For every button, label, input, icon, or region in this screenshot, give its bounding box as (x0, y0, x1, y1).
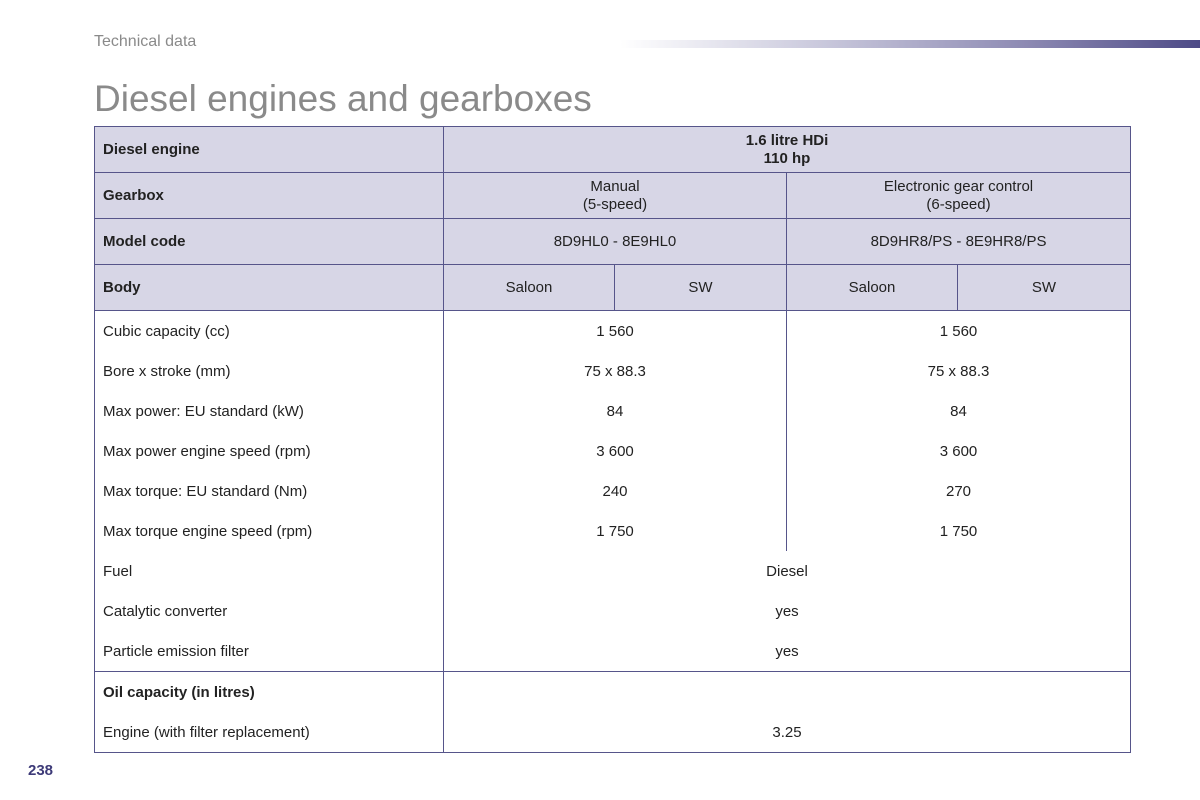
table-row: Max torque: EU standard (Nm) 240 270 (94, 471, 1132, 511)
value-cell: 75 x 88.3 (786, 351, 1132, 391)
table-row-oil-capacity: Oil capacity (in litres) (94, 671, 1132, 712)
body-cell: Saloon (443, 264, 615, 311)
model-code-egc: 8D9HR8/PS - 8E9HR8/PS (785, 218, 1132, 265)
value-cell: 1 750 (786, 511, 1132, 551)
value-cell: 270 (786, 471, 1132, 511)
row-label: Bore x stroke (mm) (94, 351, 444, 391)
shared-value-cell: Diesel (443, 551, 1132, 591)
row-label: Max torque: EU standard (Nm) (94, 471, 444, 511)
engine-name: 1.6 litre HDi (745, 131, 829, 149)
row-label-model-code: Model code (94, 218, 444, 265)
value-cell: 84 (786, 391, 1132, 431)
shared-value-cell: yes (443, 631, 1132, 672)
oil-capacity-empty-cell (443, 671, 1132, 712)
shared-value-cell: yes (443, 591, 1132, 631)
gearbox-manual-cell: Manual (5-speed) (443, 172, 787, 219)
row-label-oil-capacity: Oil capacity (in litres) (94, 671, 444, 712)
row-label: Max power: EU standard (kW) (94, 391, 444, 431)
table-row: Catalytic converter yes (94, 591, 1132, 631)
gearbox-egc-cell: Electronic gear control (6-speed) (785, 172, 1132, 219)
value-cell: 84 (443, 391, 787, 431)
row-label: Max power engine speed (rpm) (94, 431, 444, 471)
gearbox-manual-name: Manual (590, 177, 640, 195)
body-cell: SW (956, 264, 1132, 311)
body-cell: Saloon (786, 264, 958, 311)
gearbox-manual-speeds: (5-speed) (582, 195, 648, 213)
gearbox-egc-name: Electronic gear control (883, 177, 1034, 195)
page-title: Diesel engines and gearboxes (94, 78, 592, 119)
gearbox-egc-speeds: (6-speed) (926, 195, 991, 213)
row-label: Catalytic converter (94, 591, 444, 631)
table-row-gearbox: Gearbox Manual (5-speed) Electronic gear… (94, 172, 1132, 219)
section-label: Technical data (94, 33, 197, 50)
value-cell: 1 560 (443, 310, 787, 351)
value-cell: 1 560 (786, 310, 1132, 351)
table-row: Max torque engine speed (rpm) 1 750 1 75… (94, 511, 1132, 551)
row-label-body: Body (94, 264, 444, 311)
engine-oil-value: 3.25 (443, 712, 1132, 753)
row-label-gearbox: Gearbox (94, 172, 444, 219)
value-cell: 3 600 (443, 431, 787, 471)
value-cell: 75 x 88.3 (443, 351, 787, 391)
table-row: Particle emission filter yes (94, 631, 1132, 672)
engine-spec-table: Diesel engine 1.6 litre HDi 110 hp Gearb… (94, 126, 1132, 753)
table-row-body: Body Saloon SW Saloon SW (94, 264, 1132, 311)
row-label: Max torque engine speed (rpm) (94, 511, 444, 551)
row-label: Cubic capacity (cc) (94, 310, 444, 351)
row-label: Particle emission filter (94, 631, 444, 672)
model-code-manual: 8D9HL0 - 8E9HL0 (443, 218, 787, 265)
table-row-model-code: Model code 8D9HL0 - 8E9HL0 8D9HR8/PS - 8… (94, 218, 1132, 265)
table-row: Fuel Diesel (94, 551, 1132, 591)
table-row: Bore x stroke (mm) 75 x 88.3 75 x 88.3 (94, 351, 1132, 391)
row-label-engine-oil: Engine (with filter replacement) (94, 712, 444, 753)
header-gradient-bar (620, 40, 1200, 48)
row-label: Fuel (94, 551, 444, 591)
value-cell: 240 (443, 471, 787, 511)
body-cell: SW (614, 264, 787, 311)
table-row: Max power engine speed (rpm) 3 600 3 600 (94, 431, 1132, 471)
value-cell: 1 750 (443, 511, 787, 551)
value-cell: 3 600 (786, 431, 1132, 471)
engine-value-cell: 1.6 litre HDi 110 hp (442, 126, 1132, 173)
row-label-engine: Diesel engine (94, 126, 444, 173)
table-row: Cubic capacity (cc) 1 560 1 560 (94, 310, 1132, 351)
table-row-engine: Diesel engine 1.6 litre HDi 110 hp (94, 126, 1132, 173)
table-row-engine-oil: Engine (with filter replacement) 3.25 (94, 712, 1132, 753)
page-number: 238 (28, 762, 54, 779)
engine-power: 110 hp (763, 149, 811, 167)
table-row: Max power: EU standard (kW) 84 84 (94, 391, 1132, 431)
